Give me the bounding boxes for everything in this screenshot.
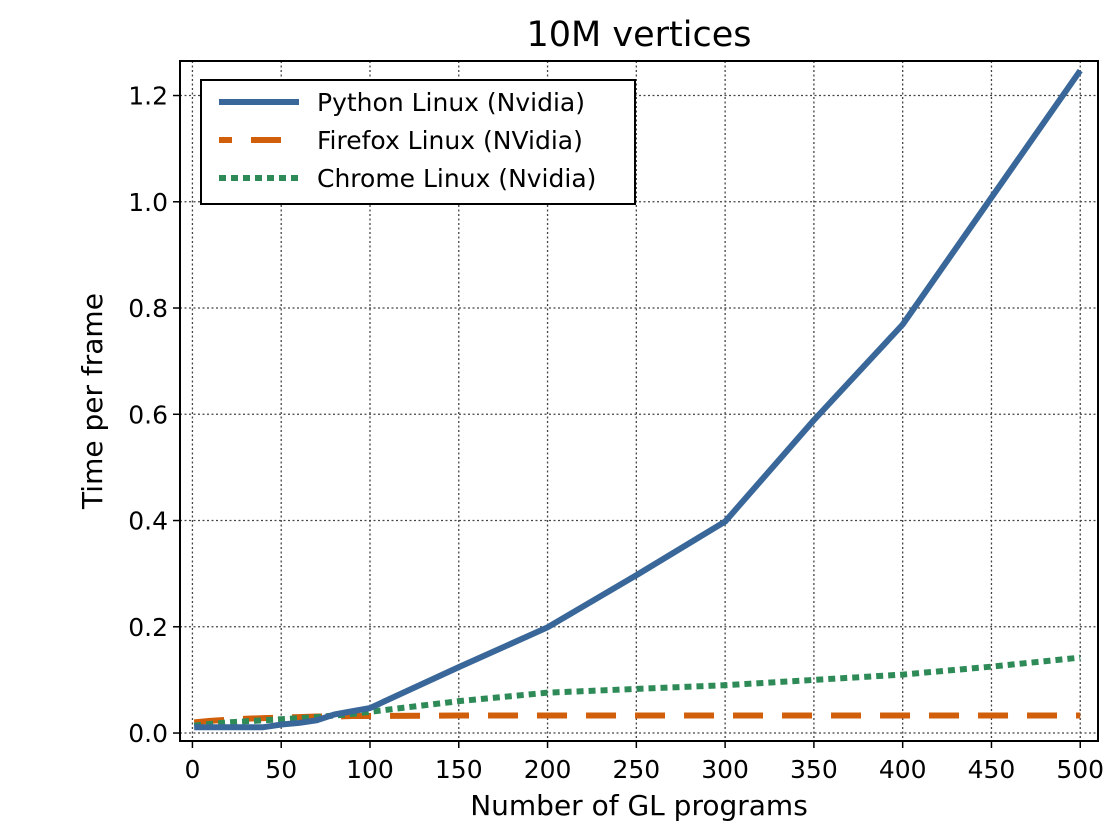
y-tick-label: 0.6	[128, 400, 168, 429]
y-tick-label: 0.2	[128, 613, 168, 642]
x-tick-label: 200	[524, 755, 572, 784]
x-tick-label: 150	[435, 755, 483, 784]
x-tick-label: 500	[1056, 755, 1104, 784]
x-tick-label: 300	[701, 755, 749, 784]
x-axis-title: Number of GL programs	[470, 789, 808, 822]
x-tick-label: 250	[612, 755, 660, 784]
legend-label-0: Python Linux (Nvidia)	[317, 88, 585, 117]
x-tick-label: 350	[790, 755, 838, 784]
legend: Python Linux (Nvidia) Firefox Linux (NVid…	[200, 79, 636, 205]
x-tick-label: 100	[346, 755, 394, 784]
plot-frame	[179, 60, 1099, 742]
x-tick-label: 450	[968, 755, 1016, 784]
y-tick-label: 0.4	[128, 507, 168, 536]
series-line-0	[194, 68, 1083, 731]
y-tick-label: 1.0	[128, 188, 168, 217]
y-tick-label: 1.2	[128, 82, 168, 111]
legend-items: Python Linux (Nvidia) Firefox Linux (NVid…	[219, 88, 596, 193]
x-tick-label: 400	[879, 755, 927, 784]
plot-series	[193, 68, 1083, 731]
y-tick-label: 0.8	[128, 294, 168, 323]
legend-label-2: Chrome Linux (Nvidia)	[317, 164, 596, 193]
y-tick-label: 0.0	[128, 719, 168, 748]
chart-title: 10M vertices	[527, 15, 752, 55]
legend-label-1: Firefox Linux (NVidia)	[317, 126, 583, 155]
x-tick-label: 50	[265, 755, 297, 784]
y-axis-title: Time per frame	[76, 293, 109, 510]
x-tick-label: 0	[184, 755, 200, 784]
axis-ticks: 0 50 100 150 200 250 300 350 400 450 500 0.0 0.2 0.4 0…	[128, 82, 1104, 784]
